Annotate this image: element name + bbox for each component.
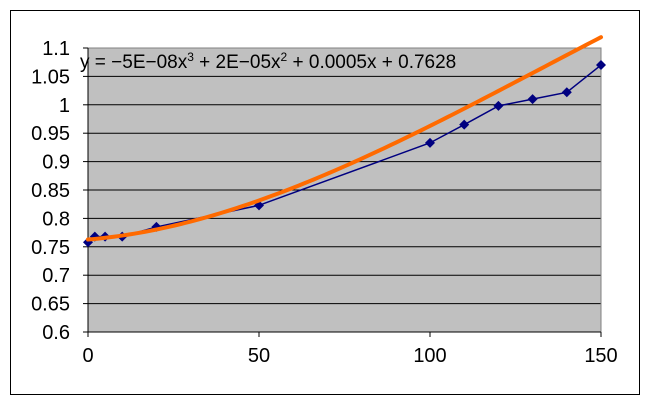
trendline-equation: y = −5E−08x3 + 2E−05x2 + 0.0005x + 0.762… (80, 50, 456, 73)
y-tick-label: 0.95 (31, 123, 70, 145)
x-tick-label: 100 (413, 345, 446, 367)
x-tick-label: 50 (248, 345, 270, 367)
data-point (596, 60, 606, 71)
x-tick-label: 0 (82, 345, 93, 367)
y-tick-label: 1.05 (31, 66, 70, 88)
y-tick-label: 1.1 (42, 38, 70, 60)
data-point (561, 87, 572, 98)
y-tick-label: 0.6 (42, 322, 70, 344)
trendline-path (86, 35, 603, 242)
data-point (493, 100, 504, 111)
y-tick-label: 0.75 (31, 237, 70, 259)
y-tick-label: 0.9 (42, 152, 70, 174)
y-tick-label: 0.65 (31, 294, 70, 316)
data-point (459, 119, 470, 130)
y-tick-label: 0.8 (42, 208, 70, 230)
y-tick-label: 0.85 (31, 180, 70, 202)
trendline (86, 35, 603, 242)
data-point (527, 94, 538, 105)
x-axis-ticks: 0 50 100 150 (82, 332, 618, 367)
y-tick-label: 1 (59, 95, 70, 117)
x-tick-label: 150 (584, 345, 617, 367)
data-point (425, 137, 435, 148)
y-tick-label: 0.7 (42, 265, 70, 287)
y-axis-ticks: 0.6 0.65 0.7 0.75 0.8 0.85 0.9 0.95 1 1.05 1.1 (31, 38, 88, 344)
